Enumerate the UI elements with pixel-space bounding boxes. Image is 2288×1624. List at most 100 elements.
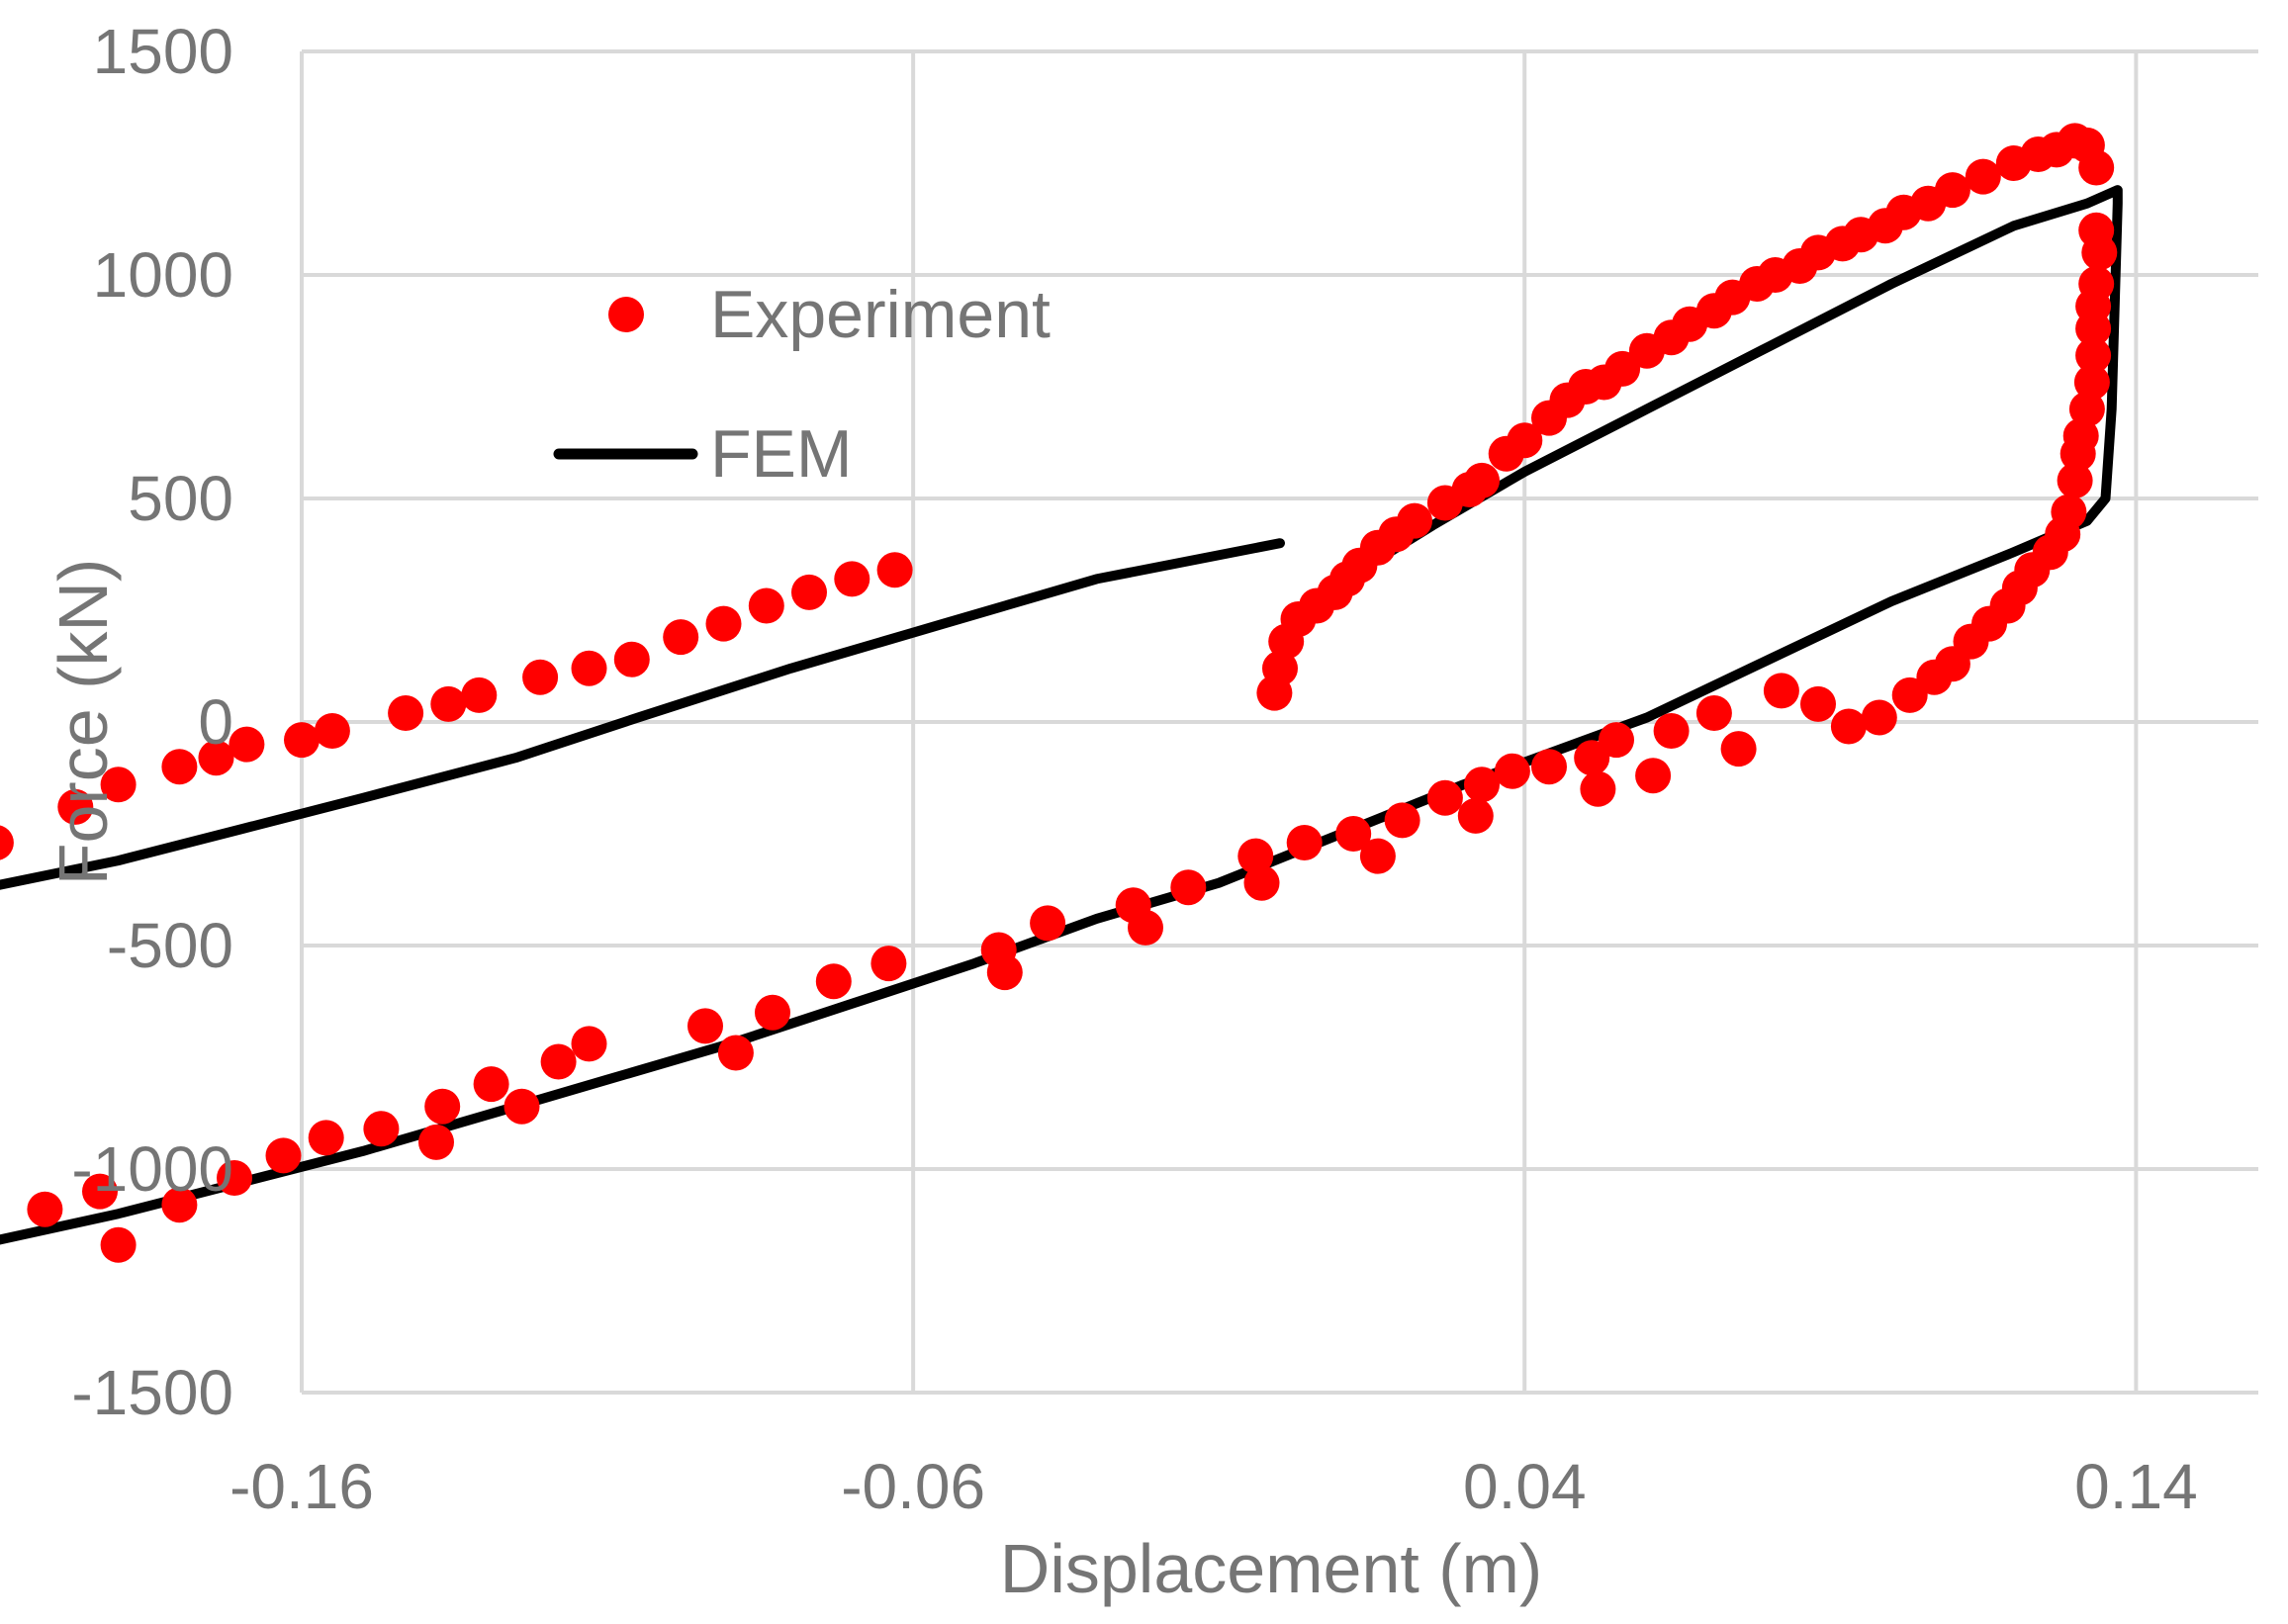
x-tick-label: -0.16 — [229, 1451, 374, 1522]
experiment-point — [1720, 731, 1757, 767]
experiment-point — [870, 946, 907, 982]
fem-line — [0, 185, 2123, 1245]
experiment-point — [100, 767, 137, 803]
experiment-point — [1763, 673, 1799, 709]
experiment-point — [1531, 749, 1567, 785]
y-tick-label: -1000 — [71, 1133, 233, 1205]
experiment-point — [748, 587, 784, 624]
legend-experiment-marker — [608, 297, 644, 332]
y-tick-label: 500 — [128, 463, 233, 534]
experiment-point — [1464, 767, 1500, 803]
experiment-point — [1170, 869, 1207, 906]
y-axis-title: Force (kN) — [45, 559, 122, 886]
experiment-point — [82, 1173, 118, 1210]
experiment-point — [571, 1026, 607, 1062]
experiment-point — [522, 659, 559, 695]
experiment-point — [834, 561, 870, 597]
experiment-point — [424, 1088, 461, 1125]
experiment-point — [1800, 685, 1836, 722]
experiment-point — [217, 1160, 252, 1196]
experiment-point — [503, 1088, 540, 1125]
x-tick-labels: -0.16 -0.06 0.04 0.14 — [229, 1451, 2198, 1522]
experiment-point — [198, 740, 234, 776]
experiment-point — [1464, 462, 1500, 498]
experiment-point — [229, 726, 265, 763]
legend: Experiment FEM — [553, 277, 1051, 492]
experiment-point — [2075, 337, 2112, 374]
experiment-point — [308, 1120, 344, 1156]
x-tick-label: -0.06 — [841, 1451, 985, 1522]
experiment-point — [1030, 905, 1066, 942]
experiment-point — [1494, 753, 1530, 789]
experiment-point — [363, 1111, 400, 1147]
experiment-point — [613, 641, 650, 677]
experiment-point — [2078, 149, 2115, 186]
experiment-point — [815, 963, 852, 1000]
x-axis-title: Displacement (m) — [1000, 1530, 1542, 1607]
experiment-point — [2068, 391, 2105, 427]
experiment-point — [0, 825, 14, 860]
experiment-point — [1335, 816, 1372, 852]
experiment-point — [1384, 802, 1420, 839]
experiment-point — [1574, 740, 1610, 776]
y-tick-label: -1500 — [71, 1357, 233, 1428]
experiment-point — [314, 713, 350, 749]
experiment-point — [1507, 422, 1543, 459]
experiment-point — [1243, 864, 1280, 901]
experiment-point — [1830, 708, 1867, 745]
experiment-point — [717, 1035, 754, 1071]
experiment-point — [705, 605, 742, 642]
experiment-point — [571, 650, 607, 686]
experiment-point — [687, 1008, 723, 1044]
experiment-point — [388, 695, 424, 731]
experiment-point — [1599, 722, 1634, 759]
experiment-point — [1916, 659, 1953, 695]
experiment-point — [1861, 699, 1897, 736]
experiment-point — [161, 749, 198, 785]
experiment-point — [430, 685, 467, 722]
experiment-point — [265, 1137, 302, 1174]
experiment-point — [986, 954, 1023, 991]
experiment-point — [1580, 770, 1616, 807]
legend-fem-label: FEM — [710, 416, 853, 492]
experiment-point — [461, 677, 498, 713]
experiment-point — [57, 788, 94, 825]
experiment-point — [1237, 838, 1274, 874]
experiment-point — [540, 1043, 577, 1080]
y-tick-label: 1500 — [93, 16, 233, 87]
y-tick-label: 1000 — [93, 239, 233, 311]
experiment-point — [1359, 838, 1396, 874]
experiment-point — [1604, 350, 1641, 387]
experiment-point — [1891, 677, 1928, 713]
experiment-point — [1457, 797, 1494, 834]
legend-experiment-label: Experiment — [710, 277, 1051, 352]
experiment-point — [1128, 909, 1163, 946]
experiment-point — [1262, 650, 1298, 686]
fem-series — [0, 185, 2123, 1245]
experiment-point — [1934, 172, 1970, 209]
experiment-point — [2059, 435, 2096, 472]
y-tick-label: -500 — [107, 910, 233, 981]
experiment-point — [27, 1191, 63, 1227]
experiment-point — [473, 1066, 509, 1103]
experiment-point — [791, 574, 827, 610]
experiment-point — [1695, 695, 1732, 731]
experiment-point — [1653, 713, 1690, 749]
experiment-point — [161, 1187, 198, 1223]
y-tick-labels: -1500 -1000 -500 0 500 1000 1500 — [71, 16, 233, 1428]
y-tick-label: 0 — [198, 686, 233, 758]
experiment-series — [0, 123, 2118, 1263]
experiment-point — [1635, 758, 1672, 794]
experiment-point — [1965, 158, 2001, 195]
experiment-point — [755, 994, 790, 1031]
experiment-point — [1397, 502, 1432, 539]
x-tick-label: 0.14 — [2074, 1451, 2198, 1522]
experiment-point — [2057, 462, 2093, 498]
experiment-point — [284, 722, 320, 759]
experiment-point — [418, 1124, 454, 1160]
experiment-point — [2081, 234, 2118, 271]
x-tick-label: 0.04 — [1463, 1451, 1587, 1522]
experiment-point — [2075, 311, 2112, 347]
experiment-point — [2073, 364, 2110, 401]
